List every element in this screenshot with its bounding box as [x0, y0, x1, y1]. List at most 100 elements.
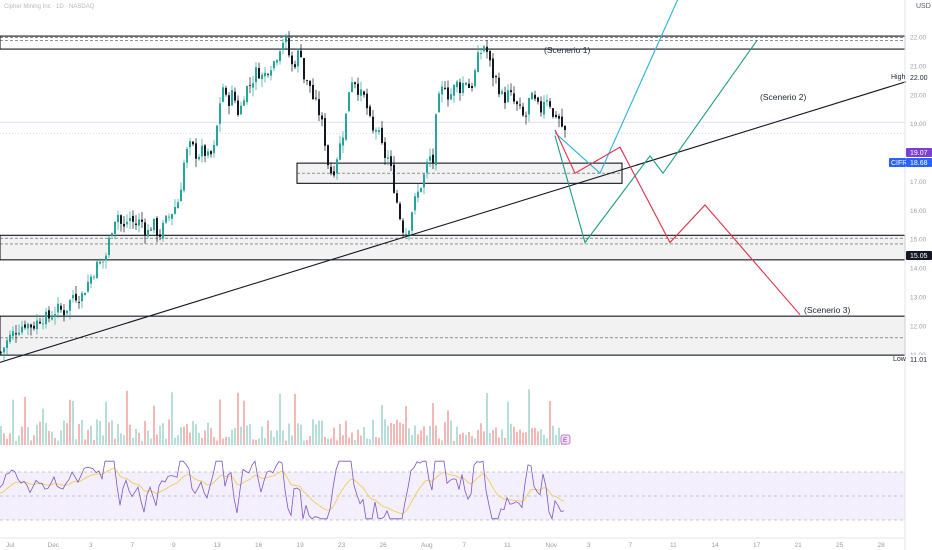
candle-body	[189, 141, 191, 148]
candle-body	[99, 261, 101, 264]
volume-bar	[462, 432, 464, 445]
volume-bar	[321, 420, 323, 445]
price-tick-label: 15.00	[910, 237, 927, 244]
volume-bar	[279, 393, 281, 445]
volume-bar	[246, 425, 248, 445]
candle-body	[234, 91, 236, 101]
candle-body	[531, 92, 533, 100]
zone-lower	[0, 315, 906, 356]
price-tick-label: 21.00	[910, 63, 927, 70]
candle-body	[369, 106, 371, 116]
candle-body	[552, 108, 554, 117]
candle-body	[366, 93, 368, 109]
candle-body	[351, 82, 353, 92]
rising-trendline	[0, 73, 932, 363]
candle-body	[489, 51, 491, 61]
candle-body	[309, 80, 311, 86]
candle-body	[537, 97, 539, 102]
candle-body	[441, 86, 443, 95]
scenario-paths[interactable]	[554, 0, 801, 316]
volume-bar	[288, 423, 290, 445]
candle-body	[414, 196, 416, 211]
volume-bar	[396, 419, 398, 445]
candle-body	[123, 223, 125, 227]
candle-body	[303, 58, 305, 80]
candle-body	[84, 293, 86, 296]
candle-body	[276, 60, 278, 63]
volume-bar	[336, 440, 338, 445]
candle-body	[402, 220, 404, 233]
candle-body	[216, 125, 218, 146]
candle-body	[108, 237, 110, 256]
earnings-marker[interactable]: E	[560, 434, 571, 445]
time-tick-label: 26	[380, 542, 388, 549]
volume-bar	[450, 420, 452, 445]
candle-body	[63, 310, 65, 316]
volume-bar	[36, 424, 38, 445]
volume-bar	[126, 390, 128, 445]
volume-bar	[273, 436, 275, 445]
candle-body	[390, 156, 392, 166]
candle-body	[12, 331, 14, 337]
support-tag: 15.05	[906, 251, 932, 260]
candle-body	[135, 223, 137, 226]
volume-bar	[270, 430, 272, 445]
candle-body	[561, 116, 563, 127]
volume-bar	[387, 425, 389, 445]
candle-body	[192, 141, 194, 145]
volume-bar	[483, 431, 485, 445]
volume-bar	[144, 421, 146, 445]
volume-bar	[186, 423, 188, 445]
svg-text:CIFR: CIFR	[891, 160, 907, 167]
volume-bar	[339, 424, 341, 445]
svg-text:19.07: 19.07	[910, 150, 928, 157]
volume-bar	[66, 423, 68, 445]
candle-body	[180, 189, 182, 202]
candle-body	[117, 214, 119, 223]
candle-body	[162, 222, 164, 239]
candle-body	[564, 125, 566, 131]
trendline-layer[interactable]	[0, 73, 932, 363]
candle-body	[78, 301, 80, 303]
volume-bar	[132, 437, 134, 445]
volume-bar	[333, 427, 335, 445]
candle-body	[372, 116, 374, 131]
candle-body	[546, 100, 548, 102]
volume-bar	[162, 423, 164, 445]
candle-body	[357, 83, 359, 95]
volume-bar	[30, 440, 32, 445]
time-tick-label: Jul	[6, 542, 15, 549]
volume-bar	[198, 432, 200, 445]
candle-body	[150, 229, 152, 231]
candle-body	[213, 144, 215, 154]
volume-bar	[249, 424, 251, 445]
candle-body	[363, 91, 365, 95]
time-tick-label: 14	[712, 542, 720, 549]
volume-bar	[552, 425, 554, 445]
volume-bar	[48, 430, 50, 445]
volume-bar	[426, 435, 428, 445]
volume-bar	[69, 399, 71, 445]
time-tick-label: 9	[172, 542, 176, 549]
volume-bar	[390, 423, 392, 445]
candle-body	[462, 83, 464, 93]
time-axis[interactable]: Jul Dec 3 7 9 13 16 19 23 26 Aug 7 11 Nov 3 7 11 14 17 21 25…	[0, 537, 905, 549]
volume-bar	[507, 401, 509, 445]
svg-text:11.01: 11.01	[910, 357, 927, 364]
volume-bar	[324, 436, 326, 445]
volume-bar	[537, 431, 539, 445]
volume-bar	[93, 439, 95, 445]
candle-body	[183, 162, 185, 191]
volume-bar	[111, 420, 113, 445]
volume-bar	[150, 438, 152, 445]
volume-bar	[219, 399, 221, 445]
svg-text:15.05: 15.05	[910, 253, 928, 260]
candle-body	[333, 171, 335, 176]
candle-body	[75, 293, 77, 301]
candle-body	[138, 219, 140, 226]
volume-bar	[429, 425, 431, 445]
price-axis[interactable]: 22.0021.0020.0019.0018.0017.0016.0015.00…	[904, 0, 927, 550]
candle-body	[375, 129, 377, 132]
candle-body	[102, 261, 104, 263]
